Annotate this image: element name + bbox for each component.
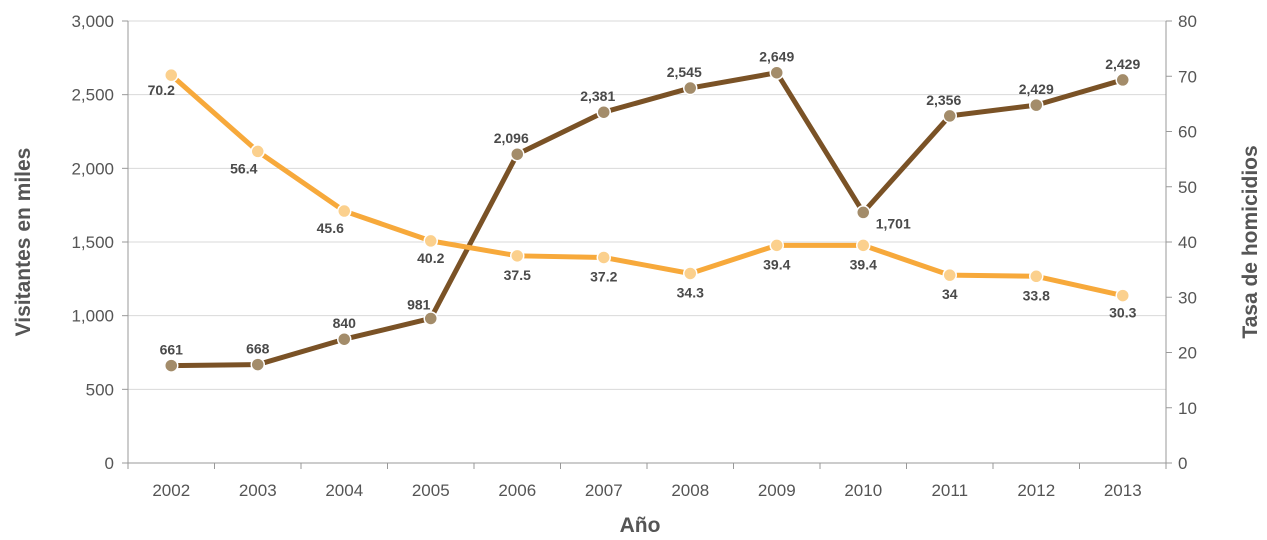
x-tick-label: 2007 [585,481,623,500]
y-left-tick-label: 500 [86,380,114,399]
homicide-rate-line [168,72,1126,299]
y-right-tick-label: 60 [1178,123,1197,142]
y-left-tick-label: 2,000 [71,159,114,178]
visitors-data-label: 2,381 [580,88,615,104]
visitors-data-label: 2,429 [1019,81,1054,97]
visitors-data-label: 1,701 [876,215,911,231]
homicide-rate-point [510,248,525,264]
grid-lines [128,20,1166,464]
homicide-rate-data-label: 70.2 [148,82,175,98]
homicide-rate-data-label: 45.6 [317,220,344,236]
homicide-rate-point [856,238,871,253]
y-axis-right-title: Tasa de homicidios [1239,145,1262,338]
homicide-rate-point [1115,288,1130,303]
y-left-tick-label: 0 [105,454,114,473]
homicide-rate-data-label: 56.4 [230,160,257,176]
homicide-rate-point [164,67,179,83]
homicide-rate-data-label: 34 [942,286,958,302]
x-tick-label: 2011 [931,481,968,500]
x-tick-label: 2012 [1017,481,1055,500]
y-left-tick-label: 2,500 [71,86,114,105]
x-tick-label: 2005 [412,481,450,500]
visitors-data-label: 2,096 [494,130,529,146]
homicide-rate-data-label: 37.5 [504,267,531,283]
homicide-rate-point [683,266,698,281]
tick-labels: 0 500 1,000 1,500 2,000 2,500 3,000 0 10 20 30 40 50… [71,12,1196,500]
y-right-tick-label: 50 [1178,178,1197,197]
homicide-rate-data-label: 39.4 [850,256,877,272]
y-left-tick-label: 1,500 [71,233,114,252]
y-right-tick-label: 80 [1178,12,1197,31]
visitors-point [856,205,871,220]
visitors-data-label: 2,649 [759,49,794,65]
x-axis-title: Año [620,514,661,537]
data-labels: 661 668 840 981 2,096 2,381 2,545 2,649 1,701 2,3… [148,49,1141,358]
y-right-tick-label: 20 [1178,344,1197,363]
visitors-point [1115,72,1130,88]
y-left-tick-label: 1,000 [71,307,114,326]
visitors-point [596,104,611,120]
y-right-tick-label: 40 [1178,233,1197,252]
x-tick-label: 2002 [152,481,190,500]
homicide-rate-point [596,250,611,265]
visitors-point [683,80,698,96]
homicide-rate-data-label: 37.2 [590,268,617,284]
series-lines [168,70,1126,369]
series-points [164,65,1130,373]
axes [122,20,1172,469]
x-tick-label: 2003 [239,481,277,500]
homicide-rate-point [942,267,957,283]
y-right-tick-label: 10 [1178,399,1197,418]
homicide-rate-data-label: 40.2 [417,250,444,266]
homicide-rate-data-label: 34.3 [677,284,704,300]
visitors-data-label: 840 [333,315,357,331]
homicide-rate-data-label: 30.3 [1109,305,1136,321]
homicide-rate-point [1029,269,1044,284]
homicide-rate-data-label: 33.8 [1023,287,1050,303]
visitors-data-label: 661 [160,342,184,358]
homicide-rate-point [769,238,784,253]
x-tick-label: 2004 [325,481,363,500]
visitors-point [510,146,525,162]
visitors-data-label: 2,429 [1105,56,1140,72]
x-tick-label: 2006 [498,481,536,500]
visitors-point [942,108,957,124]
homicide-rate-point [337,203,352,219]
visitors-data-label: 2,545 [667,64,702,80]
visitors-line [168,70,1126,369]
homicide-rate-data-label: 39.4 [763,256,790,272]
visitors-data-label: 668 [246,341,270,357]
visitors-point [423,311,438,326]
y-right-tick-label: 70 [1178,67,1197,86]
x-tick-label: 2008 [671,481,709,500]
y-right-tick-label: 30 [1178,288,1197,307]
x-tick-label: 2013 [1104,481,1142,500]
visitors-point [769,65,784,80]
visitors-point [250,357,265,372]
visitors-data-label: 2,356 [926,92,961,108]
y-left-tick-label: 3,000 [71,12,114,31]
x-tick-label: 2009 [758,481,796,500]
homicide-rate-point [423,233,438,249]
visitors-point [164,358,179,373]
x-tick-label: 2010 [844,481,882,500]
visitors-point [1029,97,1044,113]
y-axis-left-title: Visitantes en miles [12,148,35,337]
y-right-tick-label: 0 [1178,454,1187,473]
homicide-rate-point [250,144,265,159]
visitors-data-label: 981 [407,296,431,312]
visitors-point [337,331,352,347]
